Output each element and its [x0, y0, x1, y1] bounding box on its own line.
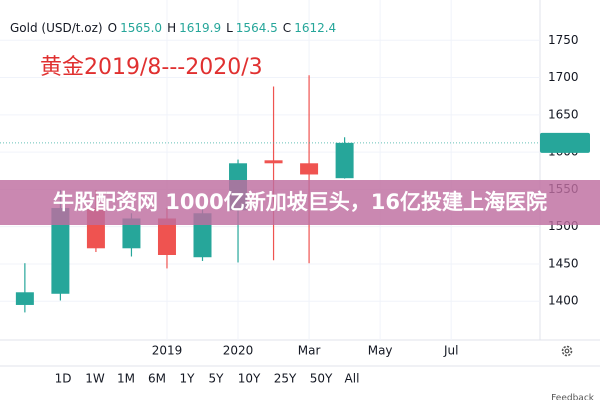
y-tick-label: 1700 — [548, 70, 579, 84]
feedback-link[interactable]: Feedback — [551, 394, 595, 400]
range-button[interactable]: 6M — [148, 372, 166, 386]
ohlc-value: 1619.9 — [179, 21, 221, 35]
y-tick-label: 1750 — [548, 33, 579, 47]
range-button[interactable]: 25Y — [274, 372, 297, 386]
range-button[interactable]: 1W — [85, 372, 105, 386]
x-tick-label: 2019 — [152, 344, 183, 358]
candle-body — [264, 160, 283, 164]
candle-body — [15, 292, 34, 305]
y-tick-label: 1450 — [548, 256, 579, 270]
header: Gold (USD/t.oz) O 1565.0 H 1619.9 L 1564.5 C 161… — [10, 21, 336, 35]
ohlc-key: H — [167, 21, 176, 35]
ohlc-key: O — [108, 21, 117, 35]
range-button[interactable]: 10Y — [238, 372, 261, 386]
y-tick-label: 1650 — [548, 107, 579, 121]
candle-body — [122, 218, 141, 249]
ohlc-key: L — [226, 21, 233, 35]
range-button[interactable]: 50Y — [310, 372, 333, 386]
overlay-banner — [0, 180, 600, 225]
ohlc-value: 1564.5 — [236, 21, 278, 35]
range-button[interactable]: 5Y — [209, 372, 225, 386]
symbol-name: Gold (USD/t.oz) — [10, 21, 103, 35]
x-tick-label: May — [368, 344, 393, 358]
range-button[interactable]: 1Y — [180, 372, 196, 386]
x-tick-label: Mar — [298, 344, 321, 358]
x-tick-label: 2020 — [223, 344, 254, 358]
x-tick-label: Jul — [443, 344, 458, 358]
ohlc-value: 1612.4 — [294, 21, 336, 35]
range-button[interactable]: 1D — [55, 372, 72, 386]
candle-body — [335, 142, 354, 179]
candle-body — [157, 218, 176, 255]
settings-icon[interactable] — [561, 345, 573, 357]
ohlc-value: 1565.0 — [120, 21, 162, 35]
y-tick-label: 1400 — [548, 294, 579, 308]
range-button[interactable]: All — [345, 372, 360, 386]
annotation: 黄金2019/8---2020/3 — [40, 55, 263, 80]
candle-body — [300, 163, 319, 175]
last-price-box — [540, 132, 590, 153]
overlay-text: 牛股配资网 1000亿新加坡巨头，16亿投建上海医院 — [53, 190, 547, 214]
range-button[interactable]: 1M — [117, 372, 135, 386]
candle-body — [51, 208, 70, 294]
ohlc-key: C — [283, 21, 291, 35]
